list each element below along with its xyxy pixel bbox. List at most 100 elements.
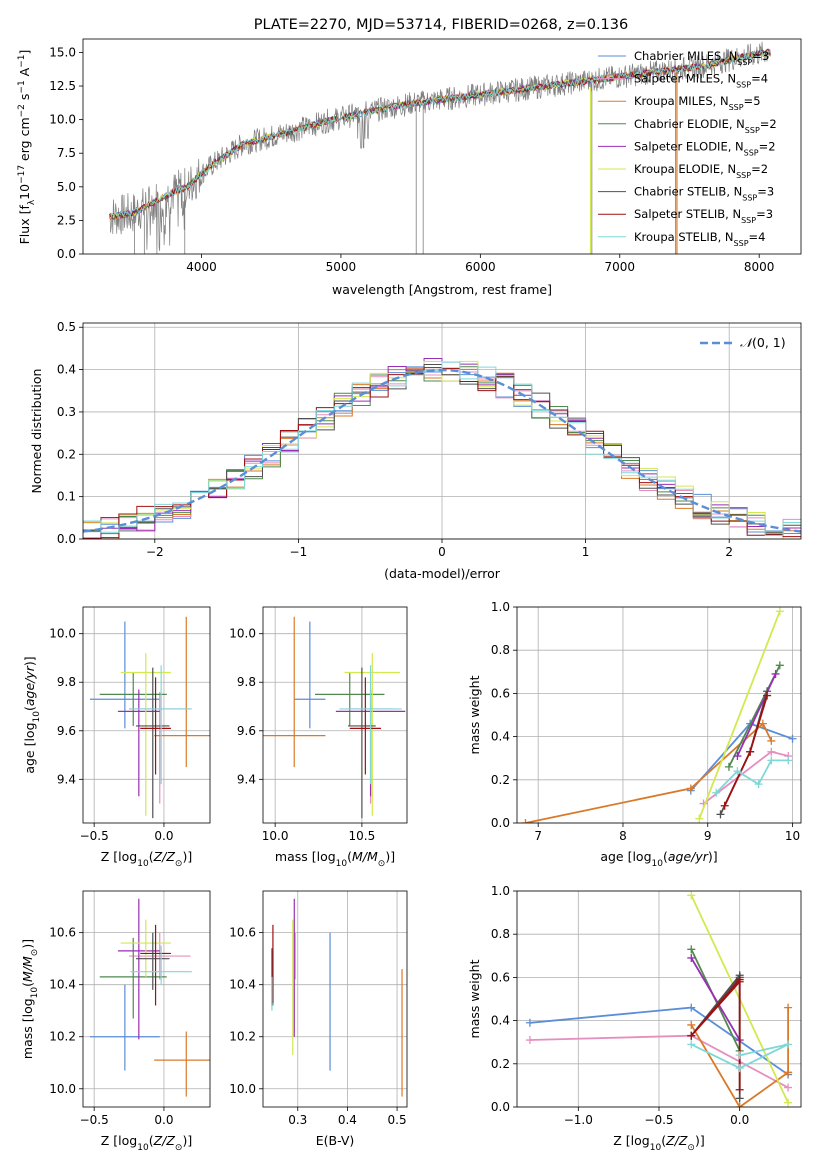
weight-point	[735, 1103, 744, 1107]
x-axis-label: Z [log10(Z/Z⊙)]	[613, 1133, 704, 1153]
y-tick-label: 0.4	[57, 363, 76, 377]
weight-point	[746, 747, 755, 756]
plot-area	[525, 891, 793, 1107]
x-tick-label: 7	[534, 829, 542, 843]
y-axis-label: mass weight	[467, 959, 482, 1038]
x-tick-label: 0.0	[154, 1113, 173, 1127]
y-tick-label: 0.5	[57, 320, 76, 334]
y-tick-label: 9.8	[57, 675, 76, 689]
x-tick-label: −1.0	[564, 1113, 593, 1127]
x-tick-label: 0.0	[730, 1113, 749, 1127]
weight-point	[687, 1040, 696, 1049]
weight-point	[521, 819, 530, 823]
plot-area	[271, 898, 403, 1097]
weight-point	[754, 780, 763, 789]
x-tick-label: 0.4	[338, 1113, 357, 1127]
y-tick-label: 10.0	[229, 627, 256, 641]
y-tick-label: 0.4	[491, 1014, 510, 1028]
x-tick-label: 9	[704, 829, 712, 843]
axes-mass_vs_Z: −0.5 0.0 10.0 10.2 10.4 10.6 Z [log10(Z/Z⊙)] ma…	[20, 890, 211, 1153]
x-tick-label: 8000	[744, 260, 775, 274]
legend-label: Chabrier MILES, NSSP=3	[634, 49, 769, 67]
weight-point	[775, 607, 784, 616]
weight-point	[758, 719, 767, 728]
weight-line	[698, 610, 781, 820]
y-tick-label: 1.0	[491, 884, 510, 898]
plot-area	[89, 616, 210, 819]
x-tick-label: 1	[582, 545, 590, 559]
weight-point	[784, 1003, 793, 1012]
x-tick-label: 0	[438, 545, 446, 559]
y-axis-label: Flux [fλ10−17 erg cm−2 s−1 A−1]	[17, 50, 37, 245]
axes-frame	[516, 606, 802, 824]
legend-label: Kroupa STELIB, NSSP=4	[634, 230, 766, 248]
y-tick-label: 0.2	[57, 447, 76, 461]
figure-title: PLATE=2270, MJD=53714, FIBERID=0268, z=0…	[254, 17, 628, 33]
y-tick-label: 12.5	[49, 79, 76, 93]
weight-point	[735, 1094, 744, 1103]
legend-label: Kroupa ELODIE, NSSP=2	[634, 162, 768, 180]
y-tick-label: 9.6	[237, 724, 256, 738]
weight-point	[525, 1018, 534, 1027]
x-tick-label: 5000	[326, 260, 357, 274]
x-tick-label: 10.0	[262, 829, 289, 843]
weight-line	[690, 722, 793, 792]
weight-point	[763, 691, 772, 700]
y-tick-label: 10.0	[49, 113, 76, 127]
y-tick-label: 10.2	[49, 1030, 76, 1044]
y-tick-label: 10.0	[49, 1082, 76, 1096]
axes-weight_vs_Z: −1.0 −0.5 0.0 0.0 0.2 0.4 0.6 0.8 1.0 Z [log10(Z/…	[467, 884, 802, 1153]
weight-point	[767, 736, 776, 745]
x-tick-label: 0.5	[388, 1113, 407, 1127]
axes-residuals: −2 −1 0 1 2 0.0 0.1 0.2 0.3 0.4 0.5 𝒩(0, 1) (data-mo…	[29, 320, 802, 581]
y-tick-label: 0.8	[491, 927, 510, 941]
weight-point	[733, 752, 742, 761]
gaussian-reference-line	[83, 368, 801, 533]
spectrum-legend: Chabrier MILES, NSSP=3 Salpeter MILES, NS…	[598, 49, 777, 247]
x-tick-label: −1	[290, 545, 308, 559]
weight-point	[767, 756, 776, 765]
y-tick-label: 10.6	[229, 926, 256, 940]
weight-point	[687, 1031, 696, 1040]
plot-area	[263, 616, 406, 819]
y-tick-label: 10.4	[229, 978, 256, 992]
y-tick-label: 9.6	[57, 724, 76, 738]
legend-label: 𝒩(0, 1)	[740, 335, 786, 350]
y-tick-label: 0.2	[491, 1057, 510, 1071]
legend-label: Salpeter MILES, NSSP=4	[634, 72, 768, 90]
weight-point	[733, 767, 742, 776]
x-axis-label: (data-model)/error	[384, 566, 501, 581]
weight-point	[784, 1040, 793, 1049]
axes-spectrum: 4000 5000 6000 7000 8000 0.0 2.5 5.0 7.5 10.0 12.5…	[17, 38, 802, 297]
model-line	[109, 49, 771, 219]
y-tick-label: 9.4	[57, 772, 76, 786]
y-axis-label: Normed distribution	[29, 369, 44, 494]
y-tick-label: 0.1	[57, 490, 76, 504]
weight-point	[687, 891, 696, 900]
axes-frame	[262, 606, 408, 824]
y-tick-label: 10.2	[229, 1030, 256, 1044]
axes-frame	[82, 38, 802, 255]
x-tick-label: −2	[146, 545, 164, 559]
x-tick-label: 7000	[604, 260, 635, 274]
x-axis-label: age [log10(age/yr)]	[600, 849, 717, 869]
x-tick-label: 10	[785, 829, 800, 843]
x-tick-label: −0.5	[80, 1113, 109, 1127]
y-tick-label: 9.8	[237, 675, 256, 689]
y-tick-label: 0.6	[491, 686, 510, 700]
y-tick-label: 0.6	[491, 970, 510, 984]
x-tick-label: −0.5	[644, 1113, 673, 1127]
weight-point	[687, 953, 696, 962]
legend-label: Salpeter STELIB, NSSP=3	[634, 207, 773, 225]
y-tick-label: 9.4	[237, 772, 256, 786]
weight-point	[695, 814, 704, 823]
weight-point	[767, 747, 776, 756]
axes-frame	[82, 890, 211, 1108]
legend-label: Kroupa MILES, NSSP=5	[634, 94, 761, 112]
plot-area	[521, 607, 797, 823]
weight-point	[784, 756, 793, 765]
weight-point	[788, 734, 797, 743]
x-axis-label: Z [log10(Z/Z⊙)]	[101, 1133, 192, 1153]
weight-point	[687, 1020, 696, 1029]
